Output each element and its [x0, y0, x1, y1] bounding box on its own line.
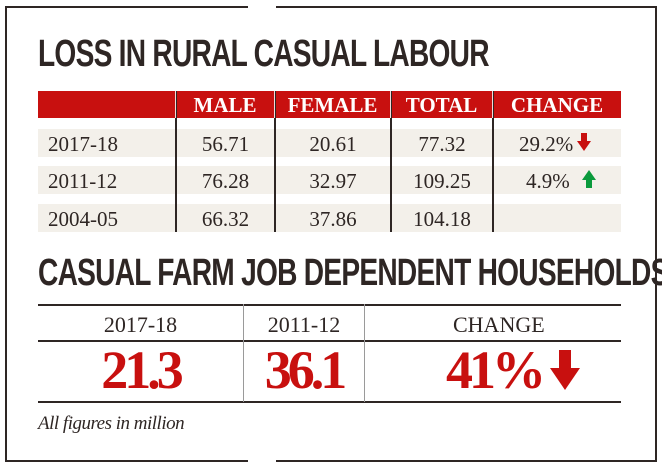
column-divider	[390, 91, 392, 232]
households-value-change-wrap: 41%	[446, 340, 596, 400]
table-row	[38, 129, 621, 157]
change-value: 4.9%	[526, 169, 570, 193]
households-value-change: 41%	[446, 340, 546, 400]
footnote: All figures in million	[38, 413, 185, 434]
households-header-change: CHANGE	[453, 312, 545, 337]
table-header-bar	[38, 91, 621, 118]
cell-male: 76.28	[201, 169, 250, 193]
column-divider	[175, 91, 177, 232]
header-change: CHANGE	[510, 93, 604, 117]
divider-line	[38, 304, 621, 306]
households-value-2011: 36.1	[264, 340, 348, 400]
column-divider	[364, 304, 365, 402]
header-divider	[274, 91, 275, 118]
frame-top-left	[5, 6, 248, 8]
cell-female: 32.97	[309, 169, 357, 193]
cell-total: 109.25	[413, 169, 471, 193]
header-period	[38, 91, 175, 118]
households-value-2017: 21.3	[101, 340, 184, 400]
arrow-down-icon	[577, 129, 592, 159]
section-title-households: CASUAL FARM JOB DEPENDENT HOUSEHOLDS	[38, 252, 662, 294]
cell-female: 20.61	[309, 132, 357, 156]
frame-right	[655, 6, 657, 462]
header-divider	[175, 91, 176, 118]
table-row	[38, 204, 621, 232]
column-divider	[274, 91, 276, 232]
cell-change: 4.9%	[526, 166, 596, 194]
frame-bottom-left	[5, 460, 248, 462]
change-value: 29.2%	[519, 132, 574, 156]
header-divider	[492, 91, 493, 118]
cell-male: 56.71	[201, 132, 250, 156]
divider-line	[38, 401, 621, 403]
frame-top-right	[276, 6, 657, 8]
header-divider	[390, 91, 391, 118]
arrow-up-icon	[581, 166, 596, 196]
cell-female: 37.86	[309, 207, 357, 231]
frame-bottom-right	[276, 460, 657, 462]
header-total: TOTAL	[405, 93, 478, 117]
column-divider	[492, 91, 494, 232]
households-header-2011: 2011-12	[267, 312, 341, 337]
frame-left	[5, 6, 7, 462]
header-male: MALE	[193, 93, 257, 117]
header-female: FEMALE	[287, 93, 378, 117]
cell-total: 104.18	[413, 207, 471, 231]
cell-period: 2011-12	[48, 169, 118, 193]
section-title-labour: LOSS IN RURAL CASUAL LABOUR	[38, 33, 490, 75]
households-header-2017: 2017-18	[103, 312, 178, 337]
table-row	[38, 166, 621, 194]
cell-change: 29.2%	[519, 129, 592, 159]
arrow-down-icon	[550, 342, 580, 402]
cell-total: 77.32	[418, 132, 466, 156]
cell-period: 2017-18	[48, 132, 118, 156]
cell-male: 66.32	[201, 207, 250, 231]
cell-period: 2004-05	[48, 207, 118, 231]
column-divider	[243, 304, 244, 402]
divider-line	[38, 340, 621, 342]
